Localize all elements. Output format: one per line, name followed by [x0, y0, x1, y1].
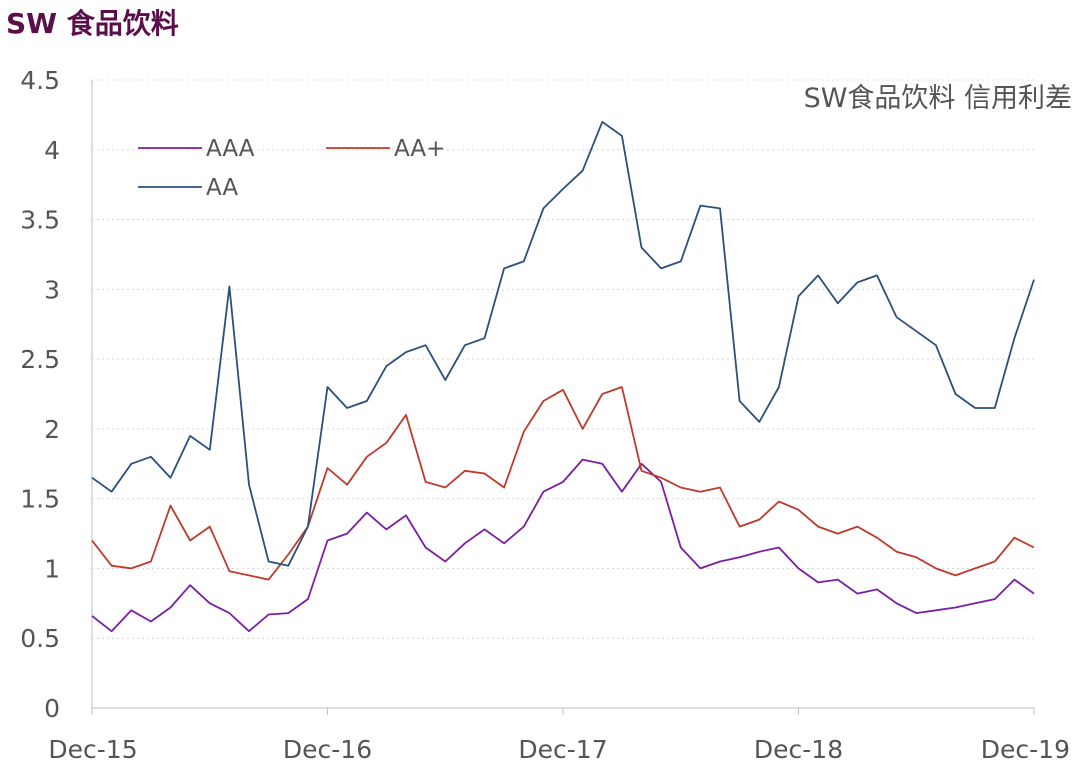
- y-tick-label: 4: [44, 136, 60, 165]
- x-tick-label: Dec-19: [981, 735, 1070, 764]
- y-tick-label: 2.5: [20, 345, 60, 374]
- y-tick-label: 1: [44, 554, 60, 583]
- y-tick-label: 0.5: [20, 624, 60, 653]
- series-line-aa-: [91, 386, 1035, 581]
- chart-title: SW食品饮料 信用利差: [804, 83, 1072, 114]
- y-tick-label: 3: [44, 275, 60, 304]
- x-tick-label: Dec-18: [754, 735, 843, 764]
- y-tick-label: 4.5: [20, 66, 60, 95]
- y-tick-label: 1.5: [20, 485, 60, 514]
- legend: AAA AA+ AA: [138, 136, 445, 201]
- legend-label: AA: [206, 175, 238, 201]
- legend-label: AA+: [394, 136, 445, 162]
- x-tick-label: Dec-17: [518, 735, 607, 764]
- y-tick-label: 0: [44, 694, 60, 723]
- page-title: SW 食品饮料: [6, 7, 179, 40]
- x-tick-label: Dec-16: [283, 735, 372, 764]
- y-tick-label: 2: [44, 415, 60, 444]
- y-tick-label: 3.5: [20, 206, 60, 235]
- x-tick-label: Dec-15: [48, 735, 137, 764]
- series-line-aa: [91, 121, 1035, 567]
- legend-label: AAA: [206, 136, 255, 162]
- series-lines: [91, 121, 1035, 633]
- gridlines: [92, 79, 1034, 639]
- axes: 0 0.5 1 1.5 2 2.5 3 3.5 4 4.5 Dec-15 Dec-16 Dec-17 De…: [20, 66, 1070, 764]
- series-line-aaa: [91, 458, 1035, 633]
